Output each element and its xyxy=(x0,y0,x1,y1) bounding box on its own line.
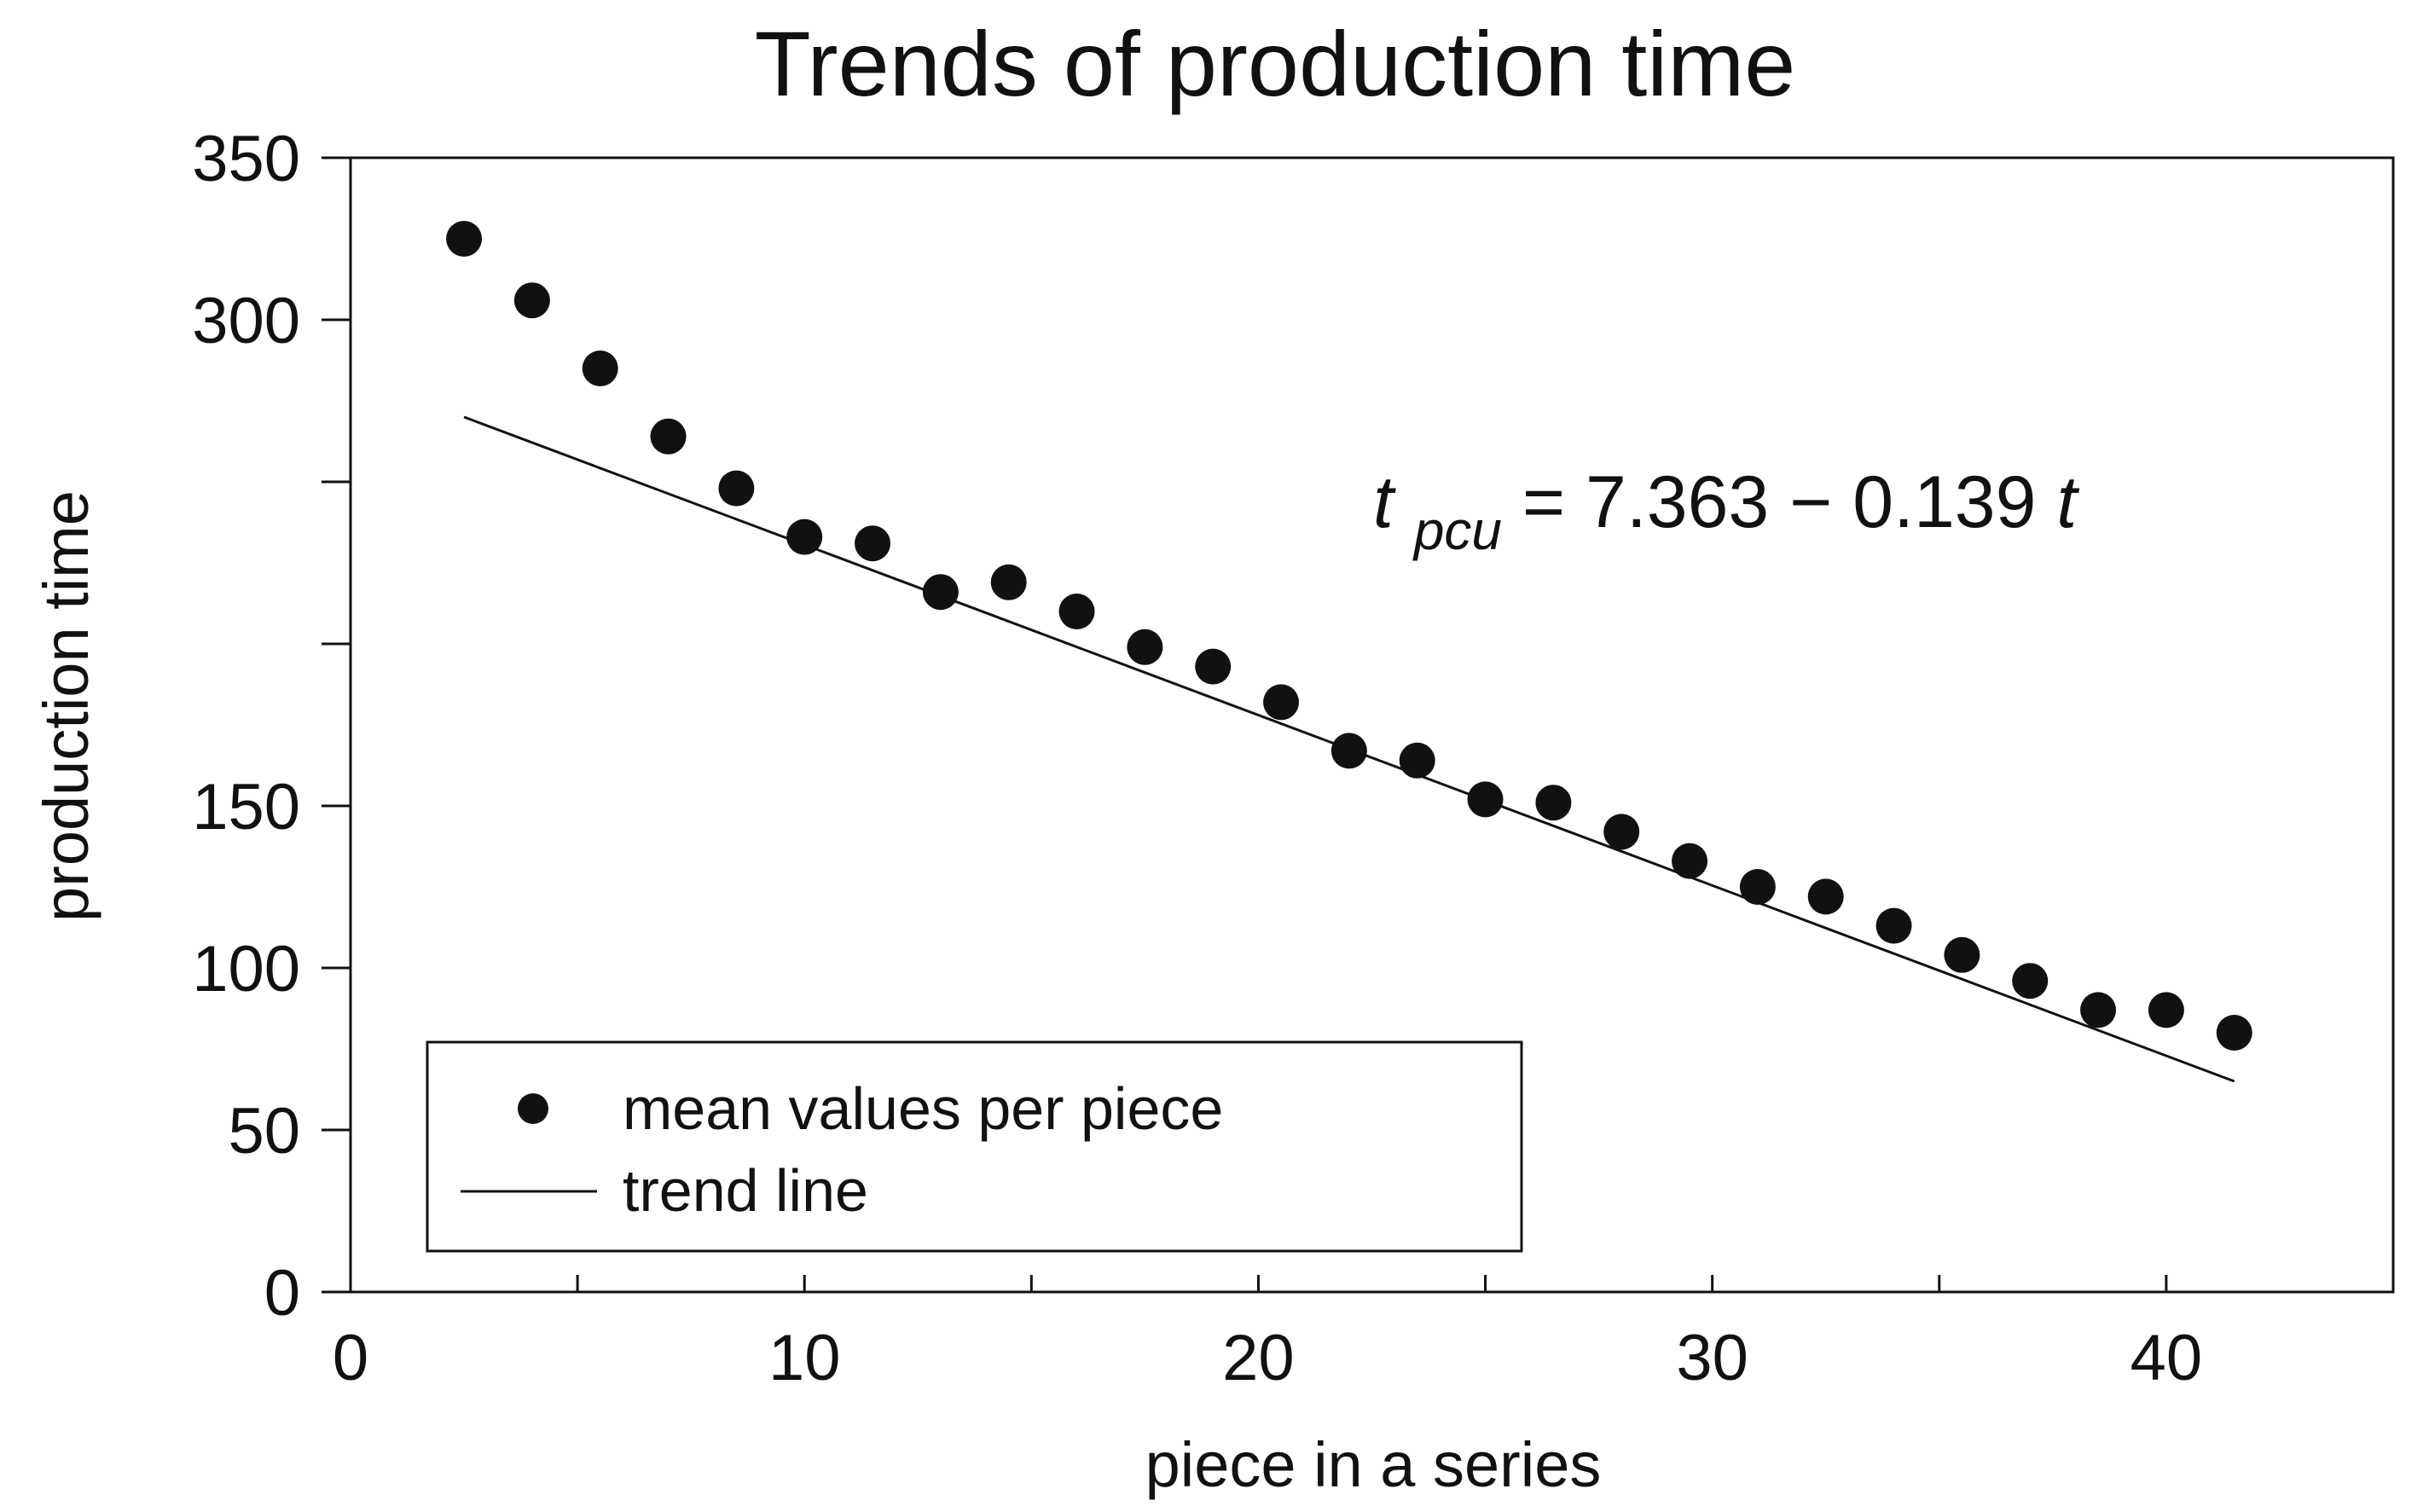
data-point-1 xyxy=(513,282,550,319)
data-point-4 xyxy=(718,470,755,507)
data-point-7 xyxy=(922,574,959,611)
y-tick-label-3: 150 xyxy=(192,771,300,843)
data-point-12 xyxy=(1263,684,1300,721)
y-tick-label-2: 100 xyxy=(192,933,300,1005)
data-point-18 xyxy=(1672,843,1708,879)
data-point-8 xyxy=(990,564,1027,600)
y-tick-label-1: 50 xyxy=(228,1095,300,1167)
y-tick-label-5: 350 xyxy=(192,123,300,195)
equation-equals: = xyxy=(1522,461,1586,543)
equation-variable: t xyxy=(2056,461,2079,543)
data-point-2 xyxy=(582,350,618,386)
data-point-22 xyxy=(1944,936,1980,973)
data-point-6 xyxy=(855,525,891,562)
legend: mean values per piece trend line xyxy=(426,1040,1523,1253)
legend-point-marker xyxy=(518,1093,548,1124)
data-point-13 xyxy=(1330,733,1367,769)
x-tick-label-1: 10 xyxy=(768,1322,841,1394)
data-point-26 xyxy=(2216,1015,2252,1051)
data-point-11 xyxy=(1195,648,1232,685)
y-axis-title: production time xyxy=(31,490,101,922)
legend-label-line: trend line xyxy=(623,1157,868,1224)
data-point-19 xyxy=(1739,869,1776,905)
data-point-15 xyxy=(1467,781,1504,818)
data-point-17 xyxy=(1603,814,1640,850)
data-point-0 xyxy=(446,221,483,257)
plot-frame xyxy=(349,156,2395,1294)
x-tick-label-3: 30 xyxy=(1676,1322,1748,1394)
data-point-16 xyxy=(1535,785,1572,821)
x-tick-label-2: 20 xyxy=(1222,1322,1295,1394)
data-point-5 xyxy=(786,518,823,555)
equation-base: t xyxy=(1373,461,1396,543)
points-layer xyxy=(446,221,2252,1051)
data-point-20 xyxy=(1807,878,1844,915)
legend-box xyxy=(426,1040,1523,1253)
data-point-24 xyxy=(2080,992,2117,1028)
equation-subscript: pcu xyxy=(1412,500,1502,561)
plot-frame-layer xyxy=(349,156,2395,1294)
chart-title: Trends of production time xyxy=(755,12,1796,115)
legend-label-points: mean values per piece xyxy=(623,1075,1223,1142)
x-ticks-layer: 0 10 20 30 40 xyxy=(333,1275,2202,1394)
trend-equation: t pcu = 7.363 − 0.139 t xyxy=(1373,461,2079,565)
data-point-23 xyxy=(2012,963,2049,999)
data-point-14 xyxy=(1399,742,1435,779)
y-ticks-layer: 0 50 100 150 300 350 xyxy=(192,123,351,1330)
data-point-3 xyxy=(650,418,687,455)
data-point-21 xyxy=(1875,907,1912,944)
data-point-9 xyxy=(1058,594,1095,629)
x-axis-title: piece in a series xyxy=(1145,1429,1602,1500)
y-tick-label-4: 300 xyxy=(192,285,300,357)
y-tick-label-0: 0 xyxy=(264,1257,300,1330)
x-tick-label-4: 40 xyxy=(2130,1322,2203,1394)
data-point-25 xyxy=(2148,992,2184,1028)
data-point-10 xyxy=(1127,629,1163,665)
equation-expression: 7.363 − 0.139 xyxy=(1586,461,2036,543)
x-tick-label-0: 0 xyxy=(333,1322,368,1394)
